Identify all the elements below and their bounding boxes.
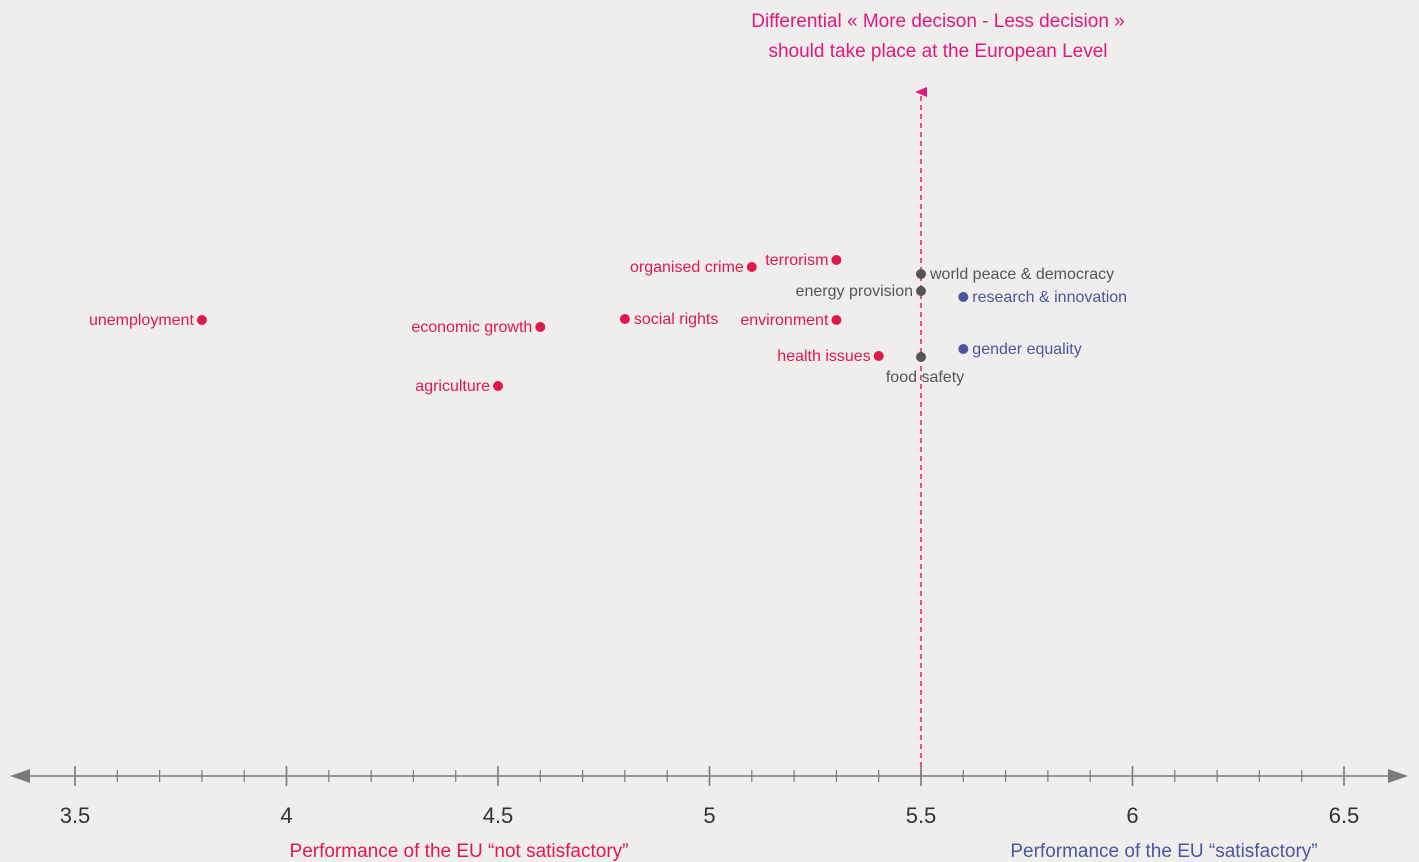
data-point: world peace & democracy <box>916 266 1114 283</box>
x-axis-label-right: Performance of the EU “satisfactory” <box>1010 841 1317 862</box>
x-axis-arrow-left <box>10 769 30 783</box>
point-marker <box>916 269 926 279</box>
point-marker <box>619 314 630 324</box>
data-point: research & innovation <box>958 289 1127 306</box>
x-axis-arrow-right <box>1388 769 1408 783</box>
x-tick-label: 5 <box>703 803 715 828</box>
point-marker <box>958 292 969 302</box>
x-tick-label: 6.5 <box>1329 803 1360 828</box>
x-axis-ticks <box>74 766 1345 786</box>
x-axis: 3.5 4 4.5 5 5.5 6 6.5 <box>10 766 1408 828</box>
point-label: gender equality <box>972 341 1081 358</box>
point-label: terrorism <box>765 252 828 269</box>
chart-title-line-1: Differential « More decison - Less decis… <box>751 11 1125 32</box>
point-label: economic growth <box>411 319 532 336</box>
data-point: unemployment <box>89 312 207 329</box>
point-marker <box>873 351 884 361</box>
point-marker <box>196 315 207 325</box>
point-label: energy provision <box>796 283 913 300</box>
point-marker <box>746 262 757 272</box>
x-axis-label-left: Performance of the EU “not satisfactory” <box>290 841 629 862</box>
data-point: energy provision <box>796 283 926 300</box>
point-marker <box>493 381 503 391</box>
point-label: organised crime <box>630 259 744 276</box>
data-point: social rights <box>619 311 718 328</box>
data-point: food safety <box>886 352 964 386</box>
x-axis-tick-labels: 3.5 4 4.5 5 5.5 6 6.5 <box>60 803 1360 828</box>
point-marker <box>916 352 926 362</box>
data-point: environment <box>740 312 842 329</box>
data-points: unemployment agriculture economic growth so… <box>89 252 1127 395</box>
point-label: environment <box>740 312 829 329</box>
point-label: research & innovation <box>972 289 1127 306</box>
data-point: health issues <box>777 348 884 365</box>
x-tick-label: 5.5 <box>906 803 937 828</box>
point-marker <box>831 315 842 325</box>
x-tick-label: 6 <box>1126 803 1138 828</box>
data-point: agriculture <box>415 378 503 395</box>
point-label: food safety <box>886 369 964 386</box>
point-marker <box>958 344 969 354</box>
data-point: economic growth <box>411 319 546 336</box>
point-label: unemployment <box>89 312 195 329</box>
data-point: terrorism <box>765 252 842 269</box>
point-label: health issues <box>777 348 870 365</box>
point-marker <box>916 286 926 296</box>
point-label: agriculture <box>415 378 490 395</box>
chart-title: Differential « More decison - Less decis… <box>751 11 1125 62</box>
x-tick-label: 3.5 <box>60 803 91 828</box>
point-marker <box>831 255 842 265</box>
x-tick-label: 4 <box>280 803 292 828</box>
x-tick-label: 4.5 <box>483 803 514 828</box>
chart-title-line-2: should take place at the European Level <box>768 41 1107 62</box>
point-marker <box>535 322 546 332</box>
point-label: world peace & democracy <box>929 266 1114 283</box>
data-point: organised crime <box>630 259 757 276</box>
point-label: social rights <box>634 311 718 328</box>
data-point: gender equality <box>958 341 1082 358</box>
